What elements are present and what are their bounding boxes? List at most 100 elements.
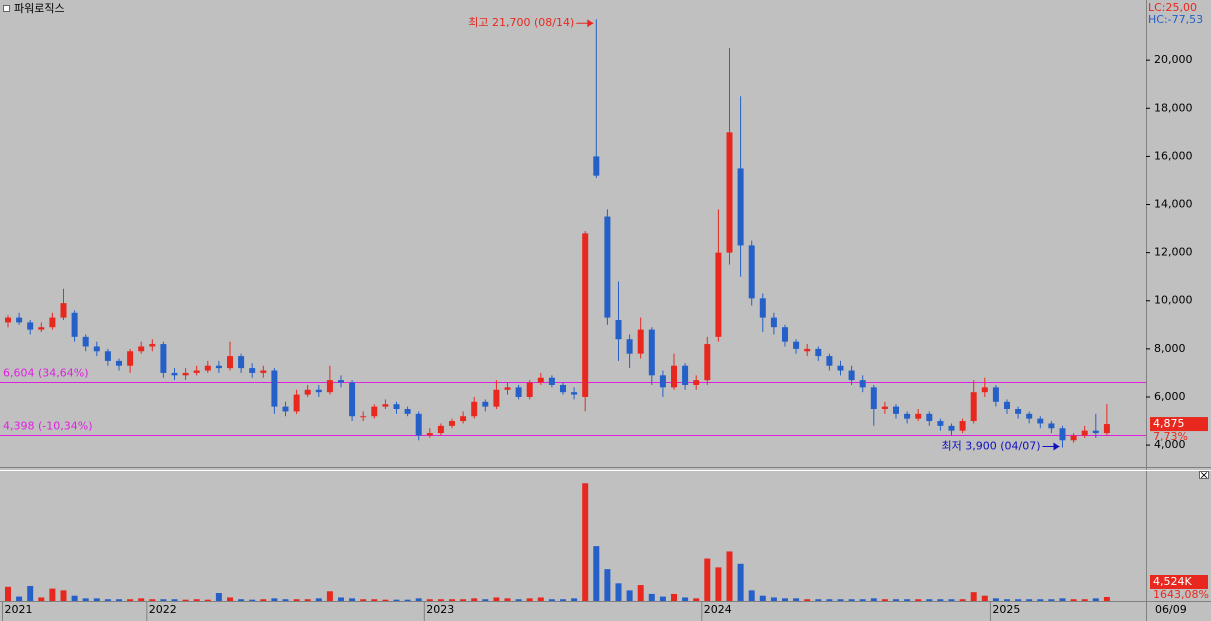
candle-body [637,329,644,354]
candle-body [449,421,455,426]
candle-body [804,348,811,352]
volume-bar [959,599,966,601]
candle-body [304,389,311,395]
volume-bar [215,593,222,601]
volume-bar [271,598,278,601]
change-label: 7,73% [1153,430,1188,443]
candle-body [482,401,489,407]
volume-bar [626,590,633,601]
candle-body [149,344,156,347]
close-icon-glyph[interactable]: × [1199,469,1208,482]
y-tick-label: 6,000 [1154,390,1186,403]
candle-body [881,406,888,410]
volume-bar [371,599,378,601]
volume-bar [149,599,156,601]
volume-bar [848,599,855,601]
candle-body [537,377,544,383]
candle-body [471,401,478,417]
volume-bar [737,563,744,601]
candle-body [5,317,11,323]
volume-bar [604,569,611,601]
volume-bar [249,599,256,601]
volume-bar [948,599,955,601]
candle-body [127,351,134,366]
volume-bar [826,599,833,601]
volume-bar [326,591,333,601]
candle-body [138,346,145,352]
candle-body [615,319,622,340]
volume-bar [404,599,411,601]
candle-body [160,344,167,373]
volume-bar [804,599,811,601]
candle-body [16,317,23,323]
candle-body [349,382,356,417]
volume-bar [715,567,722,601]
volume-bar [1048,599,1055,601]
volume-bar [27,585,34,601]
candle-body [704,344,711,381]
candle-body [959,421,966,431]
volume-bar [682,597,689,601]
candle-body [793,341,800,349]
candle-body [726,132,733,253]
candle-body [748,245,755,299]
candle-body [893,406,899,414]
volume-bar [970,592,977,601]
x-tick-label: 2025 [992,603,1020,616]
volume-bar [1070,599,1077,601]
candle-body [171,372,178,376]
candle-body [249,368,256,373]
volume-bar [793,598,800,601]
volume-bar [304,599,311,601]
low-note: 최저 3,900 (04/07) [941,440,1040,453]
volume-bar [282,599,289,601]
candle-body [848,370,855,381]
candle-body [548,377,555,385]
candle-body [415,413,422,436]
volume-bar [748,590,755,601]
y-tick-label: 18,000 [1154,101,1193,114]
volume-bar [349,598,356,601]
volume-bar [238,599,245,601]
volume-change-label: 1643,08% [1153,588,1209,601]
candle-body [1070,435,1077,441]
candle-body [315,389,322,393]
volume-bar [204,599,211,601]
candle-body [260,370,267,373]
candle-body [582,233,589,397]
y-tick-label: 4,000 [1154,438,1186,451]
volume-bar [338,597,344,601]
candle-body [460,416,467,422]
volume-bar [182,599,189,601]
candle-body [560,384,566,393]
title-icon [3,5,10,12]
candle-body [715,252,722,337]
volume-bar [482,599,489,601]
candle-body [737,168,744,246]
candle-body [1081,430,1088,436]
volume-bar [571,598,578,601]
candle-body [515,387,522,397]
candle-body [38,327,45,330]
volume-bar [382,599,389,601]
hc-label: HC:-77,53 [1148,13,1203,26]
volume-bar [637,585,644,601]
volume-bar [593,546,600,601]
volume-bar [415,598,422,601]
candle-body [382,404,389,407]
candle-body [759,298,766,318]
close-icon[interactable] [1199,471,1209,479]
lc-label: LC:25,00 [1148,1,1197,14]
volume-bar [926,599,933,601]
volume-bar [471,598,478,601]
volume-bar [671,593,677,601]
volume-bar [1015,599,1022,601]
candle-body [227,356,233,369]
candle-body [937,421,944,426]
volume-bar [759,595,766,601]
candle-body [992,387,999,402]
y-tick-label: 14,000 [1154,198,1193,211]
candle-body [1059,428,1066,441]
candle-body [604,216,611,318]
volume-bar [393,599,400,601]
